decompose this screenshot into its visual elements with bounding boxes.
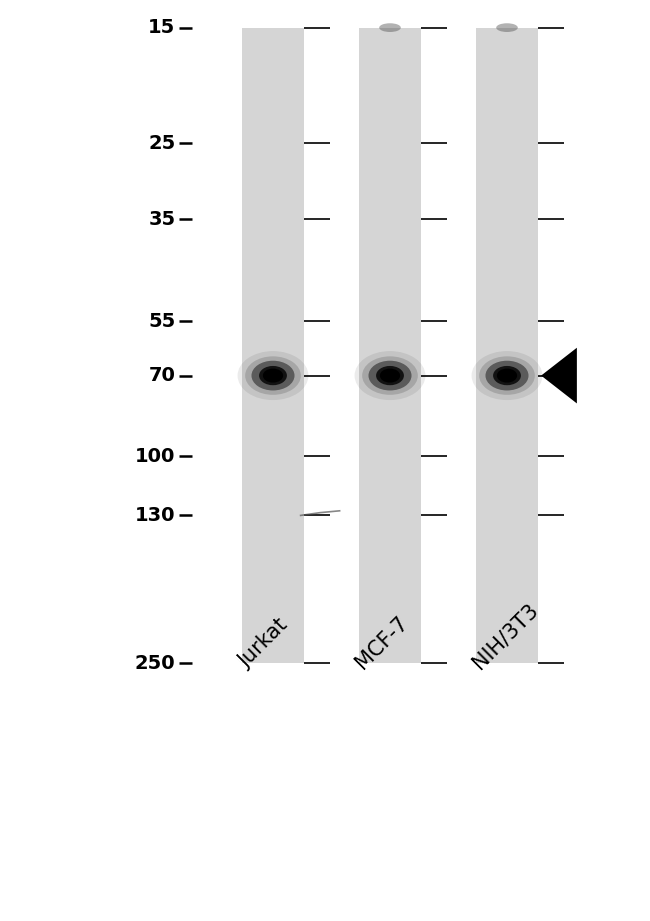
Ellipse shape xyxy=(479,356,535,395)
Text: 35: 35 xyxy=(148,209,176,228)
Ellipse shape xyxy=(497,368,517,382)
Ellipse shape xyxy=(245,356,301,395)
Text: NIH/3T3: NIH/3T3 xyxy=(469,600,541,672)
FancyBboxPatch shape xyxy=(242,28,304,663)
Ellipse shape xyxy=(376,366,404,385)
Ellipse shape xyxy=(259,366,287,385)
Ellipse shape xyxy=(362,356,418,395)
Text: 130: 130 xyxy=(135,506,176,525)
Ellipse shape xyxy=(263,368,283,382)
FancyBboxPatch shape xyxy=(359,28,421,663)
Ellipse shape xyxy=(471,351,543,400)
Text: MCF-7: MCF-7 xyxy=(352,612,411,672)
Text: 250: 250 xyxy=(135,654,176,672)
Text: 100: 100 xyxy=(135,447,176,466)
Polygon shape xyxy=(541,348,577,403)
Ellipse shape xyxy=(493,366,521,385)
Text: 25: 25 xyxy=(148,134,176,153)
Ellipse shape xyxy=(369,361,411,391)
Ellipse shape xyxy=(252,361,294,391)
Text: 55: 55 xyxy=(148,311,176,331)
Ellipse shape xyxy=(354,351,426,400)
Text: Jurkat: Jurkat xyxy=(235,615,291,672)
Text: 70: 70 xyxy=(149,366,176,385)
Text: 15: 15 xyxy=(148,18,176,37)
Ellipse shape xyxy=(496,23,518,32)
FancyBboxPatch shape xyxy=(476,28,538,663)
Ellipse shape xyxy=(380,368,400,382)
Ellipse shape xyxy=(486,361,528,391)
Ellipse shape xyxy=(237,351,309,400)
Ellipse shape xyxy=(379,23,401,32)
